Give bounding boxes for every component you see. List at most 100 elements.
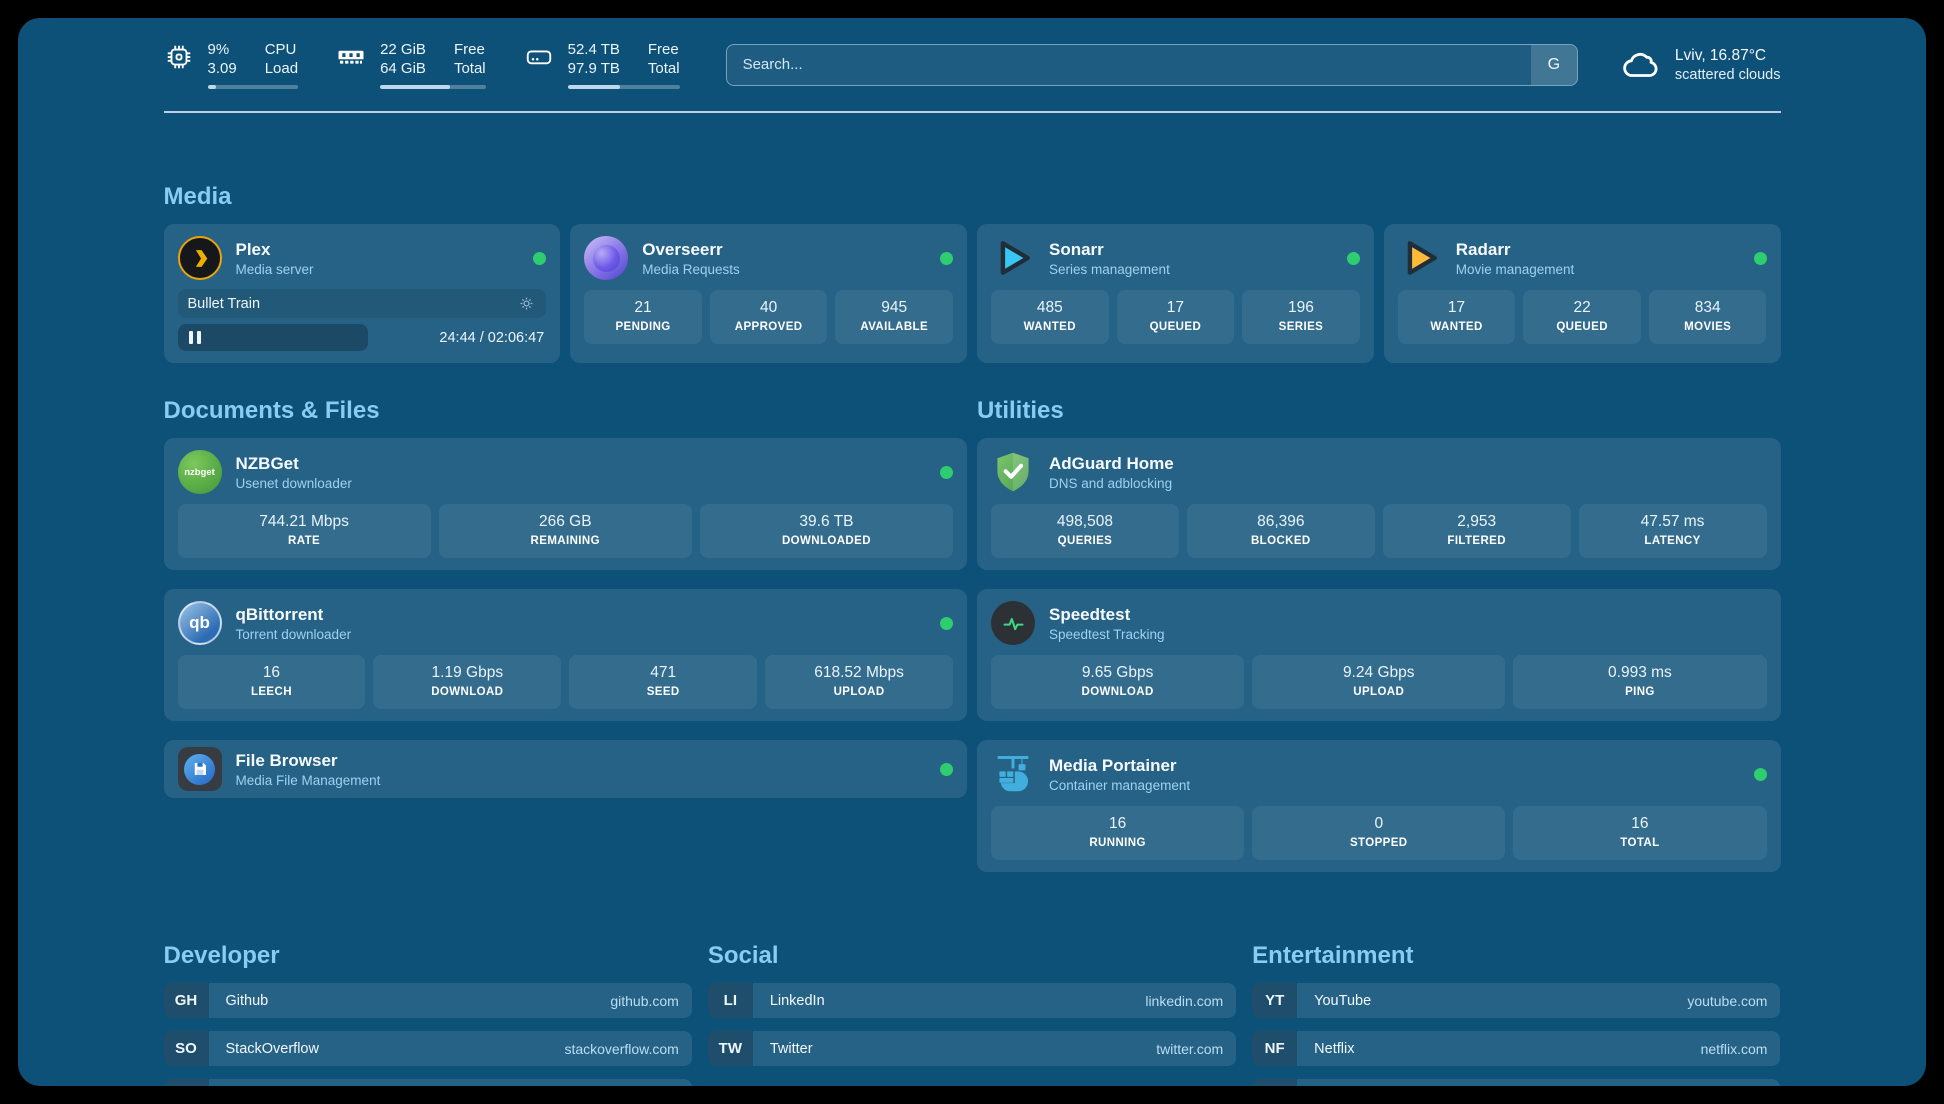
app-card-nzbget[interactable]: nzbget NZBGet Usenet downloader 744.21 Mbps…	[163, 438, 967, 570]
app-card-header: File Browser Media File Management	[177, 747, 953, 791]
stat-label: BLOCKED	[1250, 535, 1311, 547]
playback-time: 24:44 / 02:06:47	[439, 329, 545, 346]
app-title: qBittorrent	[235, 604, 324, 624]
pause-icon	[188, 331, 201, 344]
link-label: LinkedIn	[769, 992, 825, 1009]
stat-value: 9.65 Gbps	[1081, 664, 1154, 681]
stat-label: MOVIES	[1684, 321, 1732, 333]
link-abbreviation-badge: LI	[707, 983, 753, 1018]
stat-total: 16 TOTAL	[1513, 806, 1767, 860]
stat-approved: 40 APPROVED	[709, 290, 828, 344]
link-stackoverflow[interactable]: SO StackOverflow stackoverflow.com	[163, 1031, 692, 1066]
dashboard-root: 9% 3.09 CPU Load	[18, 18, 1926, 1086]
cpu-icon	[167, 45, 190, 69]
stat-ping: 0.993 ms PING	[1513, 655, 1767, 709]
overseerr-icon	[584, 236, 629, 280]
stat-label: QUEUED	[1149, 321, 1202, 333]
link-linkedin[interactable]: LI LinkedIn linkedin.com	[707, 983, 1237, 1018]
status-online-dot	[1753, 767, 1767, 781]
link-dev[interactable]: DTDEVdev.to	[163, 1079, 692, 1086]
search-input[interactable]	[725, 43, 1578, 86]
radarr-icon	[1398, 236, 1442, 280]
link-sections: Developer GH Github github.com SO StackOverfl…	[163, 942, 1781, 1086]
pause-button[interactable]	[177, 324, 368, 351]
link-list: LI LinkedIn linkedin.com TW Twitter twitter.c…	[707, 983, 1237, 1066]
link-group-entertainment: Entertainment YT YouTube youtube.com NF Netfl…	[1252, 942, 1781, 1086]
link-reddit[interactable]: RERedditreddit.com	[1252, 1079, 1781, 1086]
gear-icon[interactable]	[517, 294, 536, 313]
cpu-progress-bar	[207, 85, 299, 89]
app-subtitle: Media Requests	[642, 261, 740, 277]
stat-upload: 618.52 Mbps UPLOAD	[765, 655, 953, 709]
link-label: Netflix	[1314, 1040, 1355, 1057]
app-card-adguard[interactable]: AdGuard Home DNS and adblocking 498,508 QUE…	[977, 438, 1781, 570]
disk-stat: 52.4 TB 97.9 TB Free Total	[524, 40, 680, 89]
now-playing-title: Bullet Train	[187, 295, 261, 312]
link-youtube[interactable]: YT YouTube youtube.com	[1252, 983, 1781, 1018]
app-subtitle: Series management	[1049, 261, 1170, 277]
app-card-radarr[interactable]: Radarr Movie management 17 WANTED 22 QUEUED 83…	[1383, 224, 1781, 363]
app-card-plex[interactable]: Plex Media server Bullet Train 24:44 / 02:0…	[163, 224, 561, 363]
search-bar: G	[725, 43, 1578, 86]
stat-value: 16	[1108, 815, 1127, 832]
stat-downloaded: 39.6 TB DOWNLOADED	[699, 504, 954, 558]
section-utilities: Utilities AdGuard Home DNS and adblocking…	[977, 397, 1781, 872]
search-engine-button[interactable]: G	[1530, 44, 1577, 85]
stat-value: 17	[1447, 299, 1466, 316]
stat-value: 834	[1694, 299, 1721, 316]
link-twitter[interactable]: TW Twitter twitter.com	[707, 1031, 1237, 1066]
link-github[interactable]: GH Github github.com	[163, 983, 692, 1018]
app-title: Media Portainer	[1049, 755, 1177, 775]
app-card-speedtest[interactable]: Speedtest Speedtest Tracking 9.65 Gbps DOWN…	[977, 589, 1781, 721]
ram-progress-bar	[380, 85, 486, 89]
link-abbreviation-badge: NF	[1252, 1031, 1298, 1066]
app-stats-row: 485 WANTED 17 QUEUED 196 SERIES	[991, 290, 1360, 344]
link-group-social: Social LI LinkedIn linkedin.com TW Twitter twi…	[707, 942, 1237, 1086]
stat-value: 17	[1166, 299, 1184, 316]
section-title-utilities: Utilities	[977, 397, 1064, 424]
link-label: YouTube	[1314, 992, 1372, 1009]
app-card-header: Sonarr Series management	[991, 236, 1360, 280]
stat-label: RUNNING	[1089, 837, 1146, 849]
disk-free-value: 52.4 TB	[567, 41, 620, 58]
app-card-header: Overseerr Media Requests	[584, 236, 953, 280]
app-card-overseerr[interactable]: Overseerr Media Requests 21 PENDING 40 APPROV…	[570, 224, 967, 363]
utilities-cards: AdGuard Home DNS and adblocking 498,508 QUE…	[977, 438, 1781, 872]
app-card-portainer[interactable]: Media Portainer Container management 16 RUN…	[977, 740, 1781, 872]
stat-wanted: 17 WANTED	[1397, 290, 1516, 344]
app-card-filebrowser[interactable]: File Browser Media File Management	[163, 740, 967, 798]
stat-series: 196 SERIES	[1242, 290, 1360, 344]
link-abbreviation-badge: SO	[163, 1031, 209, 1066]
stat-label: SEED	[646, 686, 680, 698]
stat-value: 266 GB	[538, 513, 592, 530]
stat-seed: 471 SEED	[569, 655, 758, 709]
player-controls: 24:44 / 02:06:47	[177, 324, 547, 351]
plex-icon	[177, 236, 222, 280]
app-title: File Browser	[235, 750, 338, 770]
link-abbreviation-badge: DT	[163, 1079, 209, 1086]
app-stats-row: 16 LEECH 1.19 Gbps DOWNLOAD 471 SEED 618.52 Mb…	[177, 655, 953, 709]
app-card-sonarr[interactable]: Sonarr Series management 485 WANTED 17 QUEUED…	[977, 224, 1374, 363]
stat-label: TOTAL	[1620, 837, 1660, 849]
disk-progress-bar	[567, 85, 680, 89]
link-url: stackoverflow.com	[564, 1040, 679, 1057]
ram-free-value: 22 GiB	[380, 41, 426, 58]
stat-label: WANTED	[1430, 321, 1483, 333]
link-netflix[interactable]: NF Netflix netflix.com	[1252, 1031, 1781, 1066]
stat-label: AVAILABLE	[860, 321, 929, 333]
stat-value: 16	[1631, 815, 1649, 832]
stat-value: 9.24 Gbps	[1342, 664, 1415, 681]
weather-widget: Lviv, 16.87°C scattered clouds	[1620, 44, 1781, 86]
status-online-dot	[1346, 251, 1360, 265]
app-card-qbittorrent[interactable]: qb qBittorrent Torrent downloader 16 LEECH 1.…	[163, 589, 967, 721]
app-card-header: qb qBittorrent Torrent downloader	[177, 601, 953, 645]
stat-label: RATE	[288, 535, 321, 547]
ram-stat: 22 GiB 64 GiB Free Total	[336, 40, 486, 89]
cloud-icon	[1623, 52, 1658, 77]
header-divider	[163, 111, 1781, 113]
stat-value: 22	[1573, 299, 1591, 316]
stat-value: 0.993 ms	[1608, 664, 1672, 681]
stat-value: 21	[634, 299, 652, 316]
link-url: linkedin.com	[1145, 992, 1224, 1009]
status-online-dot	[940, 251, 953, 265]
